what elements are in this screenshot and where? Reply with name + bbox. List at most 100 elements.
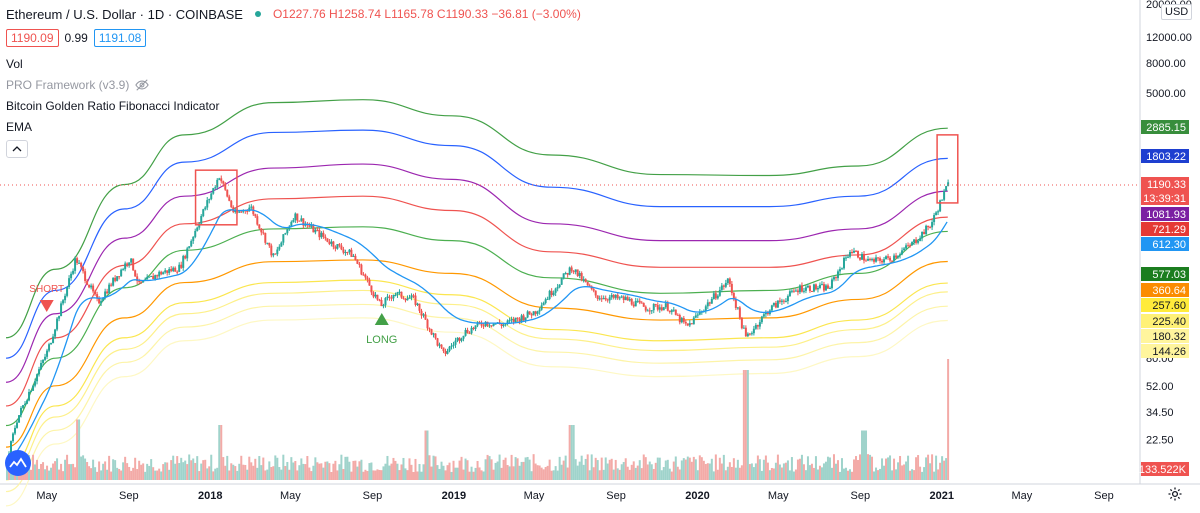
volume-bar [590,454,593,480]
candle-body [688,323,691,326]
buy-price-button[interactable]: 1191.08 [93,29,147,47]
candle-body [468,332,471,334]
candle-body [943,190,946,200]
candle-body [570,267,573,272]
indicator-golden-ratio[interactable]: Bitcoin Golden Ratio Fibonacci Indicator [6,95,581,116]
volume-bar [6,463,9,480]
volume-bar [838,471,841,480]
candle-body [650,310,653,312]
volume-bar [254,458,257,480]
volume-bar [192,458,195,480]
price-tag [1141,207,1189,221]
candle-body [848,252,851,257]
short-label: SHORT [29,284,64,295]
volume-bar [386,455,389,480]
candle-body [937,211,940,213]
candle-body [268,242,271,246]
candle-body [240,211,243,213]
volume-bar [688,457,691,480]
candle-body [893,255,896,261]
eye-slash-icon[interactable] [135,78,150,92]
volume-bar [160,471,163,480]
indicator-ema[interactable]: EMA [6,116,581,137]
candle-body [855,250,857,252]
candle-body [696,314,699,316]
candle-body [220,178,223,182]
candle-body [730,283,733,294]
candle-body [390,297,393,299]
indicator-pro-framework[interactable]: PRO Framework (v3.9) [6,74,581,95]
volume-bar [270,467,273,480]
candle-body [130,258,133,263]
volume-bar [540,467,543,480]
volume-bar [244,464,247,480]
candle-body [520,315,523,322]
candle-body [502,324,505,326]
volume-bar [290,457,293,480]
price-tag [1141,329,1189,343]
volume-bar [260,465,263,480]
volume-bar [84,458,87,480]
candle-body [432,333,435,335]
long-label: LONG [366,334,397,346]
volume-bar [356,466,359,480]
volume-bar [875,467,878,480]
volume-bar [304,464,307,480]
candle-body [526,311,529,318]
volume-bar [929,463,932,480]
candle-body [158,271,161,277]
price-tag-label: 360.64 [1152,285,1186,297]
volume-bar [228,470,231,480]
volume-bar [278,467,281,480]
volume-bar [264,470,267,480]
candle-body [494,323,497,325]
candle-body [832,277,835,280]
tradingview-logo[interactable] [5,450,31,476]
symbol-row: Ethereum / U.S. Dollar · 1D · COINBASE O… [6,5,581,23]
volume-bar [850,471,853,480]
candle-body [410,295,413,298]
candle-body [778,300,781,302]
volume-bar [720,463,723,480]
candle-body [694,315,697,318]
volume-bar [292,462,295,480]
symbol-title[interactable]: Ethereum / U.S. Dollar · 1D · COINBASE [6,6,243,22]
candle-body [524,317,527,321]
sell-price-button[interactable]: 1190.09 [6,29,59,47]
candle-body [434,333,437,339]
volume-bar [604,457,607,480]
volume-bar [398,470,401,480]
volume-bar [708,463,711,480]
candle-body [120,269,123,277]
volume-bar [905,461,908,480]
volume-bar [74,467,77,480]
candle-body [867,258,870,261]
y-tick-label: 12000.00 [1146,32,1192,44]
candle-body [582,279,585,281]
volume-bar [678,469,681,480]
candle-body [168,269,171,273]
candle-body [616,294,619,299]
candle-body [500,324,503,326]
volume-bar [923,467,926,480]
volume-bar [670,471,673,480]
indicator-volume[interactable]: Vol [6,53,581,74]
gear-icon[interactable] [1167,486,1183,502]
candle-body [492,323,495,326]
currency-button[interactable]: USD [1161,4,1193,20]
candle-body [404,298,407,301]
candle-body [546,298,549,300]
volume-bar [440,461,443,480]
candle-body [456,337,459,341]
collapse-legend-button[interactable] [6,140,28,158]
candle-body [844,257,847,259]
candle-body [44,356,47,360]
candle-body [36,374,39,382]
volume-bar [362,471,365,480]
volume-bar [166,462,169,480]
volume-bar [576,465,579,480]
candle-body [814,284,817,290]
volume-bar [336,470,339,480]
